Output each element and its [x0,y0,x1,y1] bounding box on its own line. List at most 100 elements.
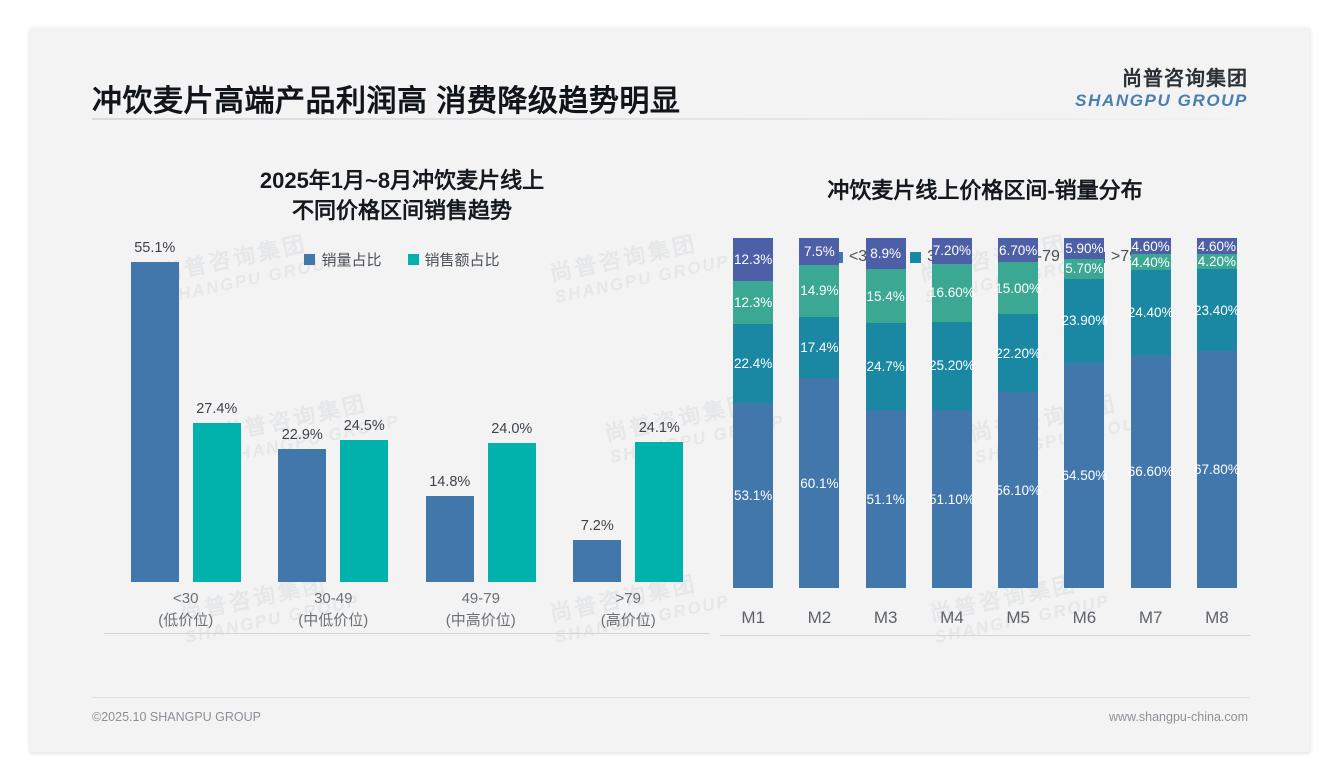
stack-segment[interactable]: 15.00% [995,261,1041,315]
stack-segment[interactable]: 7.5% [799,238,840,265]
bar[interactable] [192,422,241,582]
bar-column[interactable]: 7.2% [573,234,622,582]
stack-segment[interactable]: 15.4% [865,269,906,324]
bar-column[interactable]: 24.5% [340,234,389,582]
stacked-bar-column[interactable]: 12.3% 12.3% 22.4% 53.1% M1 [720,238,786,636]
chart-title-line1: 2025年1月~8月冲饮麦片线上 [259,168,545,193]
slide-header: 冲饮麦片高端产品利润高 消费降级趋势明显 尚普咨询集团 SHANGPU GROU… [30,28,1310,120]
stack-segment[interactable]: 64.50% [1061,362,1107,589]
bar-column[interactable]: 14.8% [425,234,474,582]
stack-segment[interactable]: 5.90% [1064,238,1105,260]
stack-segment[interactable]: 4.60% [1196,238,1237,255]
bar[interactable] [573,539,622,582]
stacked-bar-column[interactable]: 7.20% 16.60% 25.20% 51.10% M4 [919,238,985,636]
logo-text-en: SHANGPU GROUP [1075,91,1248,110]
footer-website: www.shangpu-china.com [1109,710,1248,724]
segment-value-label: 23.90% [1061,313,1108,329]
stack-segment[interactable]: 66.60% [1128,355,1174,589]
x-axis-tick-label: M4 [940,608,964,628]
grouped-bar-chart-panel: 2025年1月~8月冲饮麦片线上 不同价格区间销售趋势 销量占比 销售额占比 55… [92,138,712,698]
stack: 7.5% 14.9% 17.4% 60.1% [799,238,840,589]
segment-value-label: 22.4% [733,356,773,372]
stack-segment[interactable]: 7.20% [931,238,972,264]
chart-legend-grouped: 销量占比 销售额占比 [92,249,712,270]
segment-value-label: 4.40% [1131,254,1170,270]
stack-segment[interactable]: 56.10% [995,392,1042,589]
stacked-bar-column[interactable]: 5.90% 5.70% 23.90% 64.50% M6 [1051,238,1117,636]
bar-value-label: 24.0% [491,420,533,437]
footer-copyright: ©2025.10 SHANGPU GROUP [92,710,261,724]
bar-column[interactable]: 55.1% [130,234,179,582]
bar-value-label: 22.9% [281,426,323,443]
stack-segment[interactable]: 22.20% [995,314,1041,393]
stacked-bar-column[interactable]: 7.5% 14.9% 17.4% 60.1% M2 [786,238,852,636]
segment-value-label: 16.60% [928,285,975,301]
segment-value-label: 7.5% [803,244,835,259]
stack-segment[interactable]: 25.20% [929,321,975,410]
x-axis-tick-label: M2 [807,608,832,628]
stack-segment[interactable]: 4.40% [1130,254,1171,270]
legend-item[interactable]: 销售额占比 [407,249,500,270]
header-divider [92,118,1250,120]
x-axis-tick-label: M5 [1006,608,1030,628]
stack-segment[interactable]: 67.80% [1193,351,1240,589]
legend-label: 销售额占比 [424,251,500,269]
brand-logo: 尚普咨询集团 SHANGPU GROUP [1075,68,1248,111]
stacked-bar-column[interactable]: 4.60% 4.40% 24.40% 66.60% M7 [1118,238,1184,636]
stack-segment[interactable]: 5.70% [1064,259,1105,279]
stack-segment[interactable]: 23.90% [1061,278,1108,363]
legend-label: 销量占比 [321,251,382,269]
stack-segment[interactable]: 4.60% [1130,238,1171,255]
segment-value-label: 56.10% [995,482,1042,498]
stack-segment[interactable]: 12.3% [733,281,774,325]
legend-item[interactable]: 销量占比 [304,249,382,270]
stack-segment[interactable]: 51.10% [929,409,975,589]
stack-segment[interactable]: 24.7% [865,323,906,410]
stack-segment[interactable]: 12.3% [733,238,774,282]
segment-value-label: 53.1% [733,488,773,504]
stack-segment[interactable]: 22.4% [733,324,774,403]
x-axis-tick-label: M6 [1072,608,1097,628]
bar[interactable] [278,448,327,582]
stack-segment[interactable]: 6.70% [998,238,1039,262]
x-axis-tick-label-main: >79 [615,590,641,608]
stack-segment[interactable]: 16.60% [928,263,975,322]
stack-segment[interactable]: 60.1% [799,377,840,589]
stacked-bar-column[interactable]: 4.60% 4.20% 23.40% 67.80% M8 [1184,238,1250,636]
stacked-bar-column[interactable]: 8.9% 15.4% 24.7% 51.1% M3 [853,238,919,636]
stack-segment[interactable]: 4.20% [1196,254,1237,270]
stack-segment[interactable]: 14.9% [799,264,840,317]
segment-value-label: 67.80% [1193,462,1240,478]
bar[interactable] [425,495,474,582]
stack-segment[interactable]: 8.9% [865,238,906,270]
stacked-plot-area: 12.3% 12.3% 22.4% 53.1% M1 7.5% 14.9% 17.4% 60.1… [720,238,1250,636]
bar-group: 55.1% 27.4% <30 (低价位) [112,240,260,634]
bar[interactable] [635,441,684,582]
segment-value-label: 5.70% [1065,261,1104,277]
bar[interactable] [487,442,536,582]
stack-segment[interactable]: 24.40% [1128,269,1174,356]
segment-value-label: 4.60% [1131,238,1170,254]
x-axis-tick-label-main: <30 [173,590,199,608]
x-axis-tick-label-sub: (中低价位) [298,611,369,629]
bar[interactable] [340,439,389,582]
bar-column[interactable]: 24.0% [487,234,536,582]
bar-column[interactable]: 22.9% [278,234,327,582]
footer-divider [92,697,1250,698]
legend-swatch-icon [910,251,922,263]
stacked-bar-column[interactable]: 6.70% 15.00% 22.20% 56.10% M5 [985,238,1051,636]
stack-segment[interactable]: 51.1% [865,409,906,589]
x-axis-tick-label: M8 [1205,608,1229,628]
bar-value-label: 24.1% [638,419,680,436]
x-axis-tick-label: 30-49 (中低价位) [260,588,408,632]
bar-column[interactable]: 24.1% [635,234,684,582]
bar[interactable] [130,262,179,582]
stack-segment[interactable]: 23.40% [1194,269,1240,352]
stacked-bar-chart-panel: 冲饮麦片线上价格区间-销量分布 <3030-4949-79>79 12.3%12… [720,138,1250,698]
stack-segment[interactable]: 17.4% [799,316,840,378]
stack-segment[interactable]: 53.1% [733,402,774,589]
x-axis-tick-label: >79 (高价位) [555,588,703,632]
bar-column[interactable]: 27.4% [192,234,241,582]
chart-title-stacked: 冲饮麦片线上价格区间-销量分布 [827,178,1143,203]
bar-value-label: 55.1% [134,240,176,257]
